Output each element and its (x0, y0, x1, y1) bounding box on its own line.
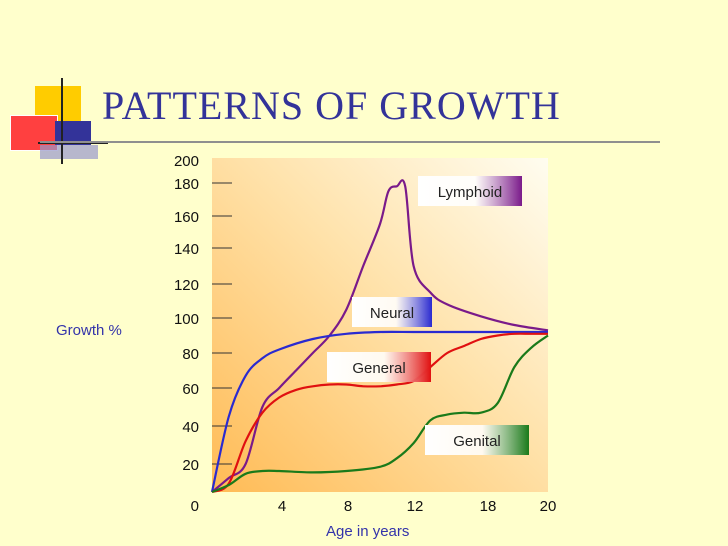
y-tick-label: 160 (174, 209, 199, 226)
series-label-box-genital (425, 425, 529, 455)
y-tick-label: 80 (182, 346, 199, 363)
series-line-general (211, 332, 548, 494)
title-divider (40, 141, 660, 143)
y-axis: 0 20 40 60 80 100 120 140 160 180 200 (174, 153, 232, 515)
series-label-lymphoid: Lymphoid (438, 184, 502, 201)
y-tick-label: 100 (174, 311, 199, 328)
series-lines (210, 179, 549, 494)
series-label-genital: Genital (453, 433, 501, 450)
y-axis-label: Growth % (56, 322, 122, 339)
y-tick-label: 140 (174, 241, 199, 258)
x-tick-label: 8 (344, 498, 352, 515)
x-axis: 4 8 12 18 20 (278, 498, 557, 515)
y-tick-label: 120 (174, 277, 199, 294)
series-label-neural: Neural (370, 305, 414, 322)
y-tick-label: 40 (182, 419, 199, 436)
series-label-box-general (327, 352, 431, 382)
series-line-neural (210, 330, 548, 493)
x-axis-label: Age in years (326, 523, 410, 540)
x-tick-label: 18 (480, 498, 497, 515)
y-tick-label: 0 (191, 498, 199, 515)
x-tick-label: 20 (540, 498, 557, 515)
x-tick-label: 4 (278, 498, 286, 515)
y-tick-label: 20 (182, 457, 199, 474)
x-tick-label: 12 (407, 498, 424, 515)
series-line-genital (211, 334, 549, 494)
y-tick-label: 60 (182, 381, 199, 398)
y-tick-label: 180 (174, 176, 199, 193)
y-tick-label: 200 (174, 153, 199, 170)
series-labels: Lymphoid Neural General Genital (327, 176, 529, 455)
slide-title: PATTERNS OF GROWTH (102, 83, 561, 128)
series-label-box-neural (352, 297, 432, 327)
series-label-box-lymphoid (418, 176, 522, 206)
series-line-lymphoid (211, 179, 549, 493)
series-label-general: General (352, 360, 405, 377)
